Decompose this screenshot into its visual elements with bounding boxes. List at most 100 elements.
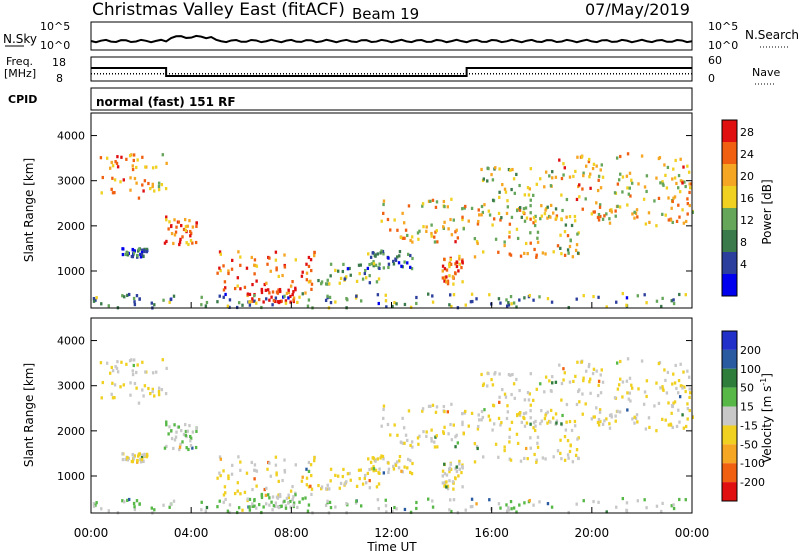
velocity-cell bbox=[421, 407, 425, 411]
power-colorbar-tick: 20 bbox=[740, 170, 754, 183]
power-colorbar-tick: 16 bbox=[740, 192, 754, 205]
power-cell bbox=[563, 166, 566, 170]
power-cell bbox=[157, 188, 161, 192]
power-cell bbox=[665, 186, 669, 190]
velocity-cell bbox=[227, 476, 230, 481]
y-tick-label: 2000 bbox=[57, 220, 85, 233]
power-cell bbox=[497, 297, 501, 301]
power-cell bbox=[175, 225, 178, 229]
power-cell bbox=[407, 204, 411, 208]
velocity-cell bbox=[224, 497, 227, 502]
power-cell bbox=[633, 216, 636, 220]
power-colorbar-tick: 12 bbox=[740, 214, 754, 227]
velocity-cell bbox=[482, 455, 485, 459]
velocity-cell bbox=[513, 396, 516, 400]
power-cell bbox=[266, 262, 269, 266]
velocity-cell bbox=[153, 508, 156, 512]
power-cell bbox=[536, 240, 540, 244]
velocity-cell bbox=[487, 372, 490, 376]
power-cell bbox=[616, 204, 619, 208]
velocity-cell bbox=[447, 432, 450, 436]
power-cell bbox=[461, 280, 464, 284]
velocity-cell bbox=[582, 499, 585, 503]
velocity-cell bbox=[567, 456, 570, 460]
power-cell bbox=[287, 296, 290, 300]
velocity-cell bbox=[195, 426, 198, 430]
velocity-cell bbox=[387, 470, 390, 475]
power-cell bbox=[296, 300, 299, 305]
velocity-colorbar-segment bbox=[722, 463, 737, 483]
power-cell bbox=[301, 292, 304, 296]
power-colorbar-frame bbox=[721, 119, 738, 297]
power-cell bbox=[165, 161, 168, 165]
velocity-cell bbox=[132, 456, 136, 460]
velocity-cell bbox=[329, 467, 333, 471]
power-cell bbox=[515, 208, 519, 213]
velocity-cell bbox=[610, 413, 613, 417]
power-cell bbox=[189, 239, 193, 243]
velocity-cell bbox=[341, 474, 345, 479]
power-cell bbox=[182, 227, 186, 232]
power-cell bbox=[135, 165, 138, 170]
velocity-cell bbox=[494, 442, 498, 446]
power-cell bbox=[518, 298, 521, 302]
velocity-cell bbox=[292, 501, 296, 505]
power-cell bbox=[655, 224, 658, 228]
power-cell bbox=[625, 174, 629, 178]
power-cell bbox=[443, 205, 446, 209]
velocity-cell bbox=[418, 434, 421, 438]
velocity-cell bbox=[577, 436, 580, 440]
velocity-cell bbox=[292, 495, 295, 499]
power-cell bbox=[645, 301, 648, 305]
power-cell bbox=[189, 234, 192, 238]
power-cell bbox=[264, 288, 268, 292]
power-cell bbox=[270, 295, 273, 299]
velocity-cell bbox=[173, 438, 177, 442]
velocity-cell bbox=[284, 506, 288, 510]
power-cell bbox=[92, 299, 96, 303]
velocity-cell bbox=[508, 435, 511, 439]
power-cell bbox=[184, 224, 188, 229]
velocity-cell bbox=[276, 505, 280, 509]
velocity-cell bbox=[404, 433, 408, 437]
velocity-cell bbox=[615, 505, 618, 509]
velocity-cell bbox=[283, 458, 286, 462]
power-cell bbox=[529, 167, 533, 171]
velocity-cell bbox=[507, 372, 511, 377]
velocity-cell bbox=[528, 392, 532, 396]
power-colorbar-segment bbox=[722, 252, 737, 274]
velocity-cell bbox=[137, 401, 141, 405]
velocity-cell bbox=[181, 440, 184, 444]
velocity-cell bbox=[627, 397, 631, 401]
velocity-cell bbox=[285, 496, 289, 500]
velocity-cell bbox=[441, 474, 444, 478]
velocity-cell bbox=[366, 471, 370, 476]
velocity-cell bbox=[563, 458, 567, 462]
power-cell bbox=[535, 182, 539, 186]
power-colorbar-segment bbox=[722, 186, 737, 208]
power-cell bbox=[615, 300, 618, 304]
velocity-cell bbox=[169, 502, 173, 507]
power-cell bbox=[132, 158, 135, 163]
power-cell bbox=[425, 229, 428, 233]
power-cell bbox=[236, 284, 239, 288]
velocity-cell bbox=[235, 510, 239, 515]
velocity-cell bbox=[525, 421, 529, 425]
velocity-cell bbox=[510, 420, 514, 424]
velocity-cell bbox=[536, 445, 540, 449]
velocity-cell bbox=[512, 382, 516, 386]
velocity-cell bbox=[535, 458, 538, 462]
power-cell bbox=[179, 237, 182, 241]
cpid-panel: CPID normal (fast) 151 RF bbox=[8, 87, 693, 111]
power-cell bbox=[411, 240, 414, 244]
velocity-cell bbox=[597, 423, 601, 427]
power-cell bbox=[276, 300, 280, 304]
power-cell bbox=[599, 186, 603, 190]
velocity-cell bbox=[126, 498, 129, 502]
velocity-cell bbox=[434, 435, 437, 439]
power-cell bbox=[678, 215, 681, 219]
velocity-cell bbox=[570, 428, 574, 433]
velocity-cell bbox=[427, 404, 431, 408]
